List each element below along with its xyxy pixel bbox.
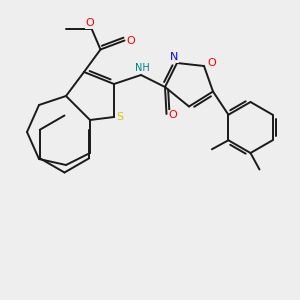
Text: N: N xyxy=(170,52,178,62)
Text: O: O xyxy=(85,18,94,28)
Text: O: O xyxy=(169,110,178,121)
Text: O: O xyxy=(207,58,216,68)
Text: O: O xyxy=(127,35,136,46)
Text: NH: NH xyxy=(135,63,150,74)
Text: S: S xyxy=(116,112,123,122)
